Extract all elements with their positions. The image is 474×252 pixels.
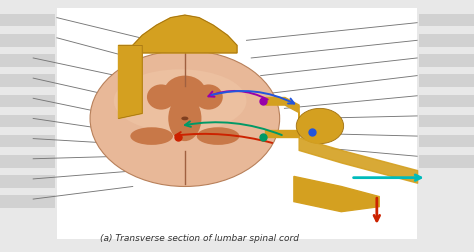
Ellipse shape xyxy=(168,96,201,141)
Bar xyxy=(419,54,474,67)
Ellipse shape xyxy=(181,116,189,120)
Bar xyxy=(419,94,474,107)
Ellipse shape xyxy=(90,50,280,186)
Bar xyxy=(0,94,55,107)
Bar xyxy=(0,34,55,47)
Polygon shape xyxy=(118,45,142,118)
Text: (a) Transverse section of lumbar spinal cord: (a) Transverse section of lumbar spinal … xyxy=(100,234,299,243)
Ellipse shape xyxy=(296,108,344,144)
Bar xyxy=(419,135,474,147)
Bar xyxy=(0,74,55,87)
Bar xyxy=(57,8,417,239)
Bar xyxy=(419,14,474,26)
Bar xyxy=(0,14,55,26)
Bar xyxy=(0,175,55,188)
Ellipse shape xyxy=(114,69,246,132)
Ellipse shape xyxy=(164,76,206,111)
Polygon shape xyxy=(294,176,379,212)
Bar xyxy=(0,195,55,208)
Bar xyxy=(0,115,55,127)
Bar xyxy=(0,54,55,67)
Ellipse shape xyxy=(197,127,239,145)
Polygon shape xyxy=(133,15,237,53)
Bar xyxy=(0,155,55,168)
Bar xyxy=(419,115,474,127)
Bar xyxy=(419,74,474,87)
Bar xyxy=(419,34,474,47)
Ellipse shape xyxy=(130,127,173,145)
Bar xyxy=(419,155,474,168)
Ellipse shape xyxy=(194,84,223,110)
Bar xyxy=(0,135,55,147)
Ellipse shape xyxy=(147,84,175,110)
